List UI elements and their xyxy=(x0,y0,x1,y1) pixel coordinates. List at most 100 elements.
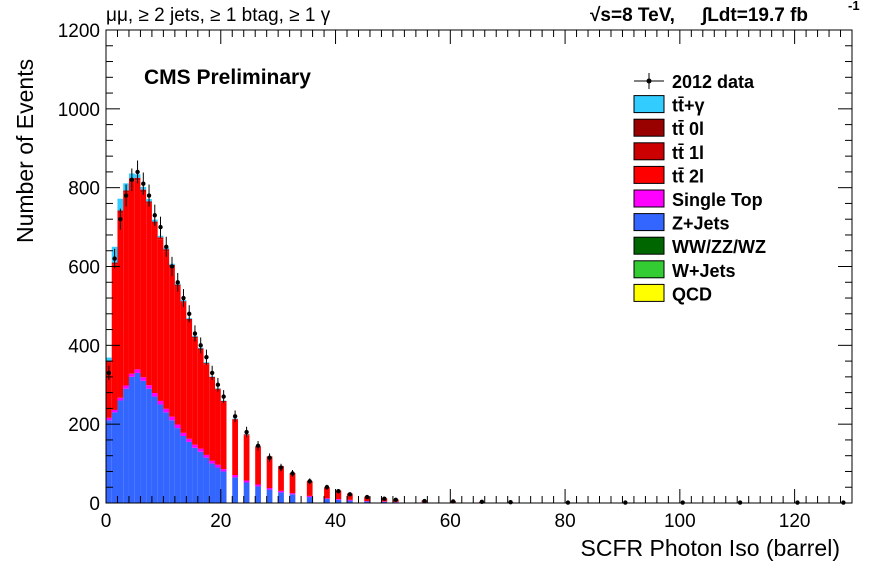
bar-z-jets-11 xyxy=(169,420,175,503)
bar-z-jets-13 xyxy=(180,435,187,503)
data-point-34 xyxy=(422,498,427,504)
bar-z-jets-22 xyxy=(243,482,250,503)
y-tick-label-600: 600 xyxy=(68,258,100,279)
data-point-21 xyxy=(232,414,238,419)
cms-label: CMS Preliminary xyxy=(144,66,311,89)
legend-marker-2012-data xyxy=(646,78,652,84)
x-tick-label-20: 20 xyxy=(210,511,231,532)
data-point-0 xyxy=(106,370,112,376)
bar-tt-2l-9 xyxy=(157,239,164,401)
bar-z-jets-27 xyxy=(306,497,313,503)
data-point-19 xyxy=(215,382,221,387)
legend-swatch-single-top xyxy=(633,189,665,208)
bar-tt-2l-7 xyxy=(146,203,152,386)
x-tick-label-80: 80 xyxy=(555,511,576,532)
bar-single-top-0 xyxy=(106,417,112,421)
x-tick-label-100: 100 xyxy=(664,511,696,532)
y-axis-ticks: 0 200 400 600 800 1000 1200 xyxy=(58,21,852,515)
bar-z-jets-1 xyxy=(111,412,118,503)
data-point-30 xyxy=(347,492,353,497)
bar-tt-2l-26 xyxy=(289,473,296,494)
bar-single-top-17 xyxy=(203,454,210,458)
y-tick-label-0: 0 xyxy=(89,494,100,515)
bar-single-top-24 xyxy=(266,488,273,490)
bar-tt-2l-16 xyxy=(197,350,204,449)
bar-z-jets-4 xyxy=(128,376,135,503)
bar-single-top-9 xyxy=(157,400,164,405)
legend: 2012 data tt̄+γ tt̄ 0l tt̄ 1l tt̄ 2l Single T… xyxy=(633,72,766,304)
bar-z-jets-7 xyxy=(146,388,152,503)
data-point-4 xyxy=(129,177,135,182)
bar-z-jets-21 xyxy=(232,477,238,503)
x-tick-label-120: 120 xyxy=(779,511,811,532)
y-tick-label-200: 200 xyxy=(68,415,100,436)
legend-label-single-top: Single Top xyxy=(672,190,763,210)
data-point-28 xyxy=(324,485,330,490)
y-tick-label-1000: 1000 xyxy=(58,100,100,121)
bar-tt-2l-30 xyxy=(347,493,353,500)
bar-single-top-13 xyxy=(180,432,187,436)
bar-z-jets-16 xyxy=(197,451,204,503)
data-point-14 xyxy=(187,311,192,316)
legend-swatch-tt-1l xyxy=(633,142,665,161)
bar-tt-2l-22 xyxy=(243,435,250,481)
legend-label-ww-zz-wz: WW/ZZ/WZ xyxy=(672,237,766,257)
header-lumi-exponent: -1 xyxy=(848,0,860,13)
bar-single-top-11 xyxy=(169,416,175,421)
data-point-22 xyxy=(244,429,249,435)
data-point-23 xyxy=(255,443,261,449)
legend-label-tt-: tt̄+γ xyxy=(672,96,705,116)
bar-z-jets-25 xyxy=(278,492,284,503)
data-point-32 xyxy=(382,496,387,501)
bar-tt-2l-13 xyxy=(180,302,187,433)
bar-z-jets-3 xyxy=(123,388,129,503)
data-point-9 xyxy=(158,224,163,230)
bar-tt-2l-27 xyxy=(306,481,313,496)
bar-single-top-8 xyxy=(151,393,158,397)
y-tick-label-400: 400 xyxy=(68,336,100,357)
legend-label-tt-1l: tt̄ 1l xyxy=(672,143,704,163)
bar-z-jets-32 xyxy=(381,501,388,503)
data-point-17 xyxy=(204,354,209,360)
legend-label-w-jets: W+Jets xyxy=(672,261,736,281)
y-axis-title: Number of Events xyxy=(12,59,38,243)
bar-single-top-1 xyxy=(111,409,118,413)
bar-z-jets-12 xyxy=(174,428,181,503)
bar-single-top-25 xyxy=(278,490,284,493)
bar-tt-1l-9 xyxy=(157,237,164,240)
data-point-12 xyxy=(175,280,180,285)
data-point-5 xyxy=(135,169,140,175)
bar-single-top-30 xyxy=(347,499,353,501)
legend-label-tt-2l: tt̄ 2l xyxy=(672,166,704,186)
bar-tt-2l-23 xyxy=(255,447,261,485)
bar-single-top-3 xyxy=(123,385,129,389)
bar-z-jets-9 xyxy=(157,404,164,503)
bar-z-jets-6 xyxy=(140,380,147,503)
bar-tt-2l-29 xyxy=(335,490,342,500)
bar-z-jets-18 xyxy=(209,463,216,503)
bar-single-top-18 xyxy=(209,460,216,464)
bar-tt-2l-10 xyxy=(163,251,170,409)
data-point-29 xyxy=(336,488,341,494)
header-lumi: ∫Ldt=19.7 fb xyxy=(700,5,808,26)
legend-label-2012-data: 2012 data xyxy=(672,72,755,92)
bar-single-top-16 xyxy=(197,448,204,452)
data-point-26 xyxy=(290,471,295,476)
bar-z-jets-14 xyxy=(186,441,193,503)
bar-tt-2l-28 xyxy=(324,487,330,499)
bar-tt-2l-19 xyxy=(215,389,221,465)
legend-swatch-tt- xyxy=(633,95,665,114)
bar-single-top-10 xyxy=(163,408,170,413)
bar-z-jets-10 xyxy=(163,412,170,503)
data-point-37 xyxy=(508,500,513,505)
data-point-11 xyxy=(169,264,175,269)
header-selection: μμ, ≥ 2 jets, ≥ 1 btag, ≥ 1 γ xyxy=(106,5,331,26)
bar-single-top-28 xyxy=(324,498,330,500)
bar-single-top-26 xyxy=(289,493,296,495)
bar-z-jets-17 xyxy=(203,457,210,503)
data-point-16 xyxy=(198,343,203,348)
bar-z-jets-20 xyxy=(220,471,227,503)
bar-single-top-15 xyxy=(192,444,198,448)
bar-tt-2l-3 xyxy=(123,192,129,386)
bar-single-top-2 xyxy=(117,397,124,401)
